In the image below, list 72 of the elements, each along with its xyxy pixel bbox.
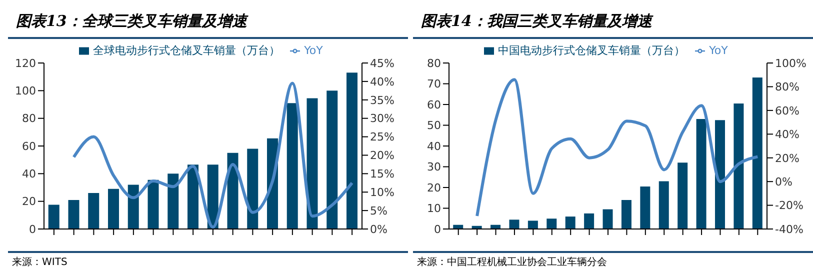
- y-tick-label: 60: [427, 98, 441, 112]
- bar: [565, 216, 576, 229]
- y-tick-label: 80: [427, 56, 441, 70]
- bar: [602, 209, 613, 229]
- line-series: [476, 78, 760, 218]
- bar: [306, 98, 318, 229]
- y-tick-label: 10: [427, 202, 441, 216]
- source-note: 来源：中国工程机械工业协会工业车辆分会: [417, 257, 607, 268]
- y-tick-label: 50: [427, 119, 441, 132]
- y2-tick-label: 100%: [775, 56, 806, 70]
- y-tick-label: 70: [427, 78, 441, 91]
- bar: [546, 218, 557, 229]
- bar: [108, 188, 119, 229]
- bar: [528, 220, 538, 229]
- bar: [621, 200, 632, 229]
- y2-tick-label: 15%: [370, 168, 394, 181]
- y-tick-label: 120: [15, 56, 36, 70]
- legend-label: 中国电动步行式仓储叉车销量（万台）: [498, 44, 686, 57]
- y2-tick-label: -40%: [775, 222, 804, 236]
- y2-tick-label: 40%: [370, 75, 394, 88]
- chart-title: 图表14：我国三类叉车销量及增速: [413, 8, 813, 39]
- bar: [128, 184, 139, 229]
- y-tick-label: 40: [427, 140, 441, 153]
- y2-tick-label: 0%: [775, 175, 792, 188]
- bar: [509, 220, 520, 229]
- y2-tick-label: 60%: [775, 104, 800, 118]
- y-tick-label: 30: [427, 160, 441, 174]
- y-tick-label: 40: [22, 168, 36, 181]
- bar: [48, 204, 60, 229]
- y-tick-label: 100: [15, 84, 36, 98]
- bar: [734, 103, 744, 229]
- y2-tick-label: -20%: [775, 199, 804, 212]
- y-tick-label: 20: [22, 195, 36, 208]
- bar: [188, 164, 198, 229]
- bar: [286, 103, 298, 229]
- y-tick-label: 60: [22, 140, 36, 153]
- y2-tick-label: 10%: [370, 186, 394, 200]
- y2-tick-label: 0%: [370, 222, 388, 236]
- bar: [696, 119, 706, 229]
- bar: [658, 181, 669, 229]
- y2-tick-label: 20%: [370, 149, 394, 162]
- y2-tick-label: 80%: [775, 80, 800, 94]
- chart-title: 图表13：全球三类叉车销量及增速: [8, 8, 408, 39]
- bar: [326, 90, 338, 229]
- y2-tick-label: 45%: [370, 56, 394, 70]
- source-note: 来源：WITS: [12, 257, 68, 268]
- y2-tick-label: 40%: [775, 128, 800, 142]
- y2-tick-label: 30%: [370, 112, 394, 126]
- bar: [678, 162, 688, 229]
- bar: [584, 213, 594, 229]
- legend-label: 全球电动步行式仓储叉车销量（万台）: [93, 44, 280, 57]
- bar: [68, 200, 80, 229]
- bar: [346, 72, 358, 229]
- bar: [88, 193, 100, 229]
- y2-tick-label: 5%: [370, 204, 388, 218]
- line-series: [72, 82, 354, 229]
- y-tick-label: 80: [22, 112, 36, 126]
- y2-tick-label: 25%: [370, 130, 394, 144]
- legend-label: YoY: [709, 44, 728, 57]
- y-tick-label: 0: [29, 222, 36, 236]
- bar: [640, 186, 650, 229]
- y2-tick-label: 35%: [370, 94, 394, 107]
- bar: [752, 78, 762, 229]
- bar: [247, 148, 258, 229]
- bar: [168, 174, 179, 229]
- y-tick-label: 0: [434, 222, 441, 236]
- y-tick-label: 20: [427, 181, 441, 194]
- bar: [148, 180, 159, 229]
- y2-tick-label: 20%: [775, 152, 800, 165]
- bar: [715, 120, 725, 229]
- bar: [227, 152, 238, 229]
- legend-label: YoY: [304, 44, 323, 57]
